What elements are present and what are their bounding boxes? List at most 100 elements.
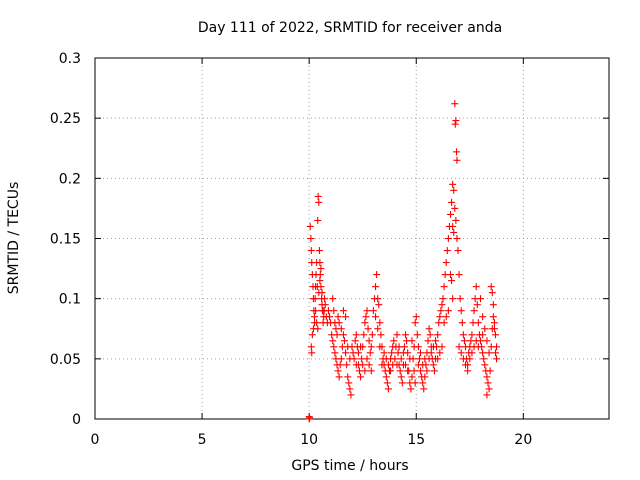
data-point [306,222,314,230]
data-point [361,319,369,327]
data-point [341,337,349,345]
tick-layer: 0 5 10 15 20 0 0.05 0.1 0.15 0.2 0.25 0.3 [50,51,609,448]
data-point [342,313,350,321]
data-point [489,313,497,321]
data-point [308,349,316,357]
data-point [413,331,421,339]
data-point [307,235,315,242]
data-point [474,319,482,327]
data-point [406,355,414,363]
data-point [362,313,370,321]
x-axis-label: GPS time / hours [291,458,408,474]
data-point [485,349,493,357]
data-point [410,367,418,375]
data-point [311,295,319,303]
data-point [397,373,405,381]
data-point [380,349,388,357]
data-point [425,325,433,333]
data-point [408,373,416,381]
data-point [344,373,352,381]
data-point [443,247,451,255]
x-tick-label: 10 [300,432,318,448]
data-point [366,349,374,357]
data-point [408,337,416,345]
data-point [334,313,342,321]
data-point [423,367,431,375]
data-point [388,349,396,357]
data-point [491,349,499,357]
y-tick-label: 0.2 [59,171,81,187]
data-point [330,343,338,351]
data-point [477,295,484,303]
data-point [479,313,487,321]
data-point [357,373,365,381]
y-tick-label: 0.05 [50,352,81,368]
data-point [365,337,373,345]
data-point [457,349,465,357]
data-point [481,361,489,369]
data-point [404,367,412,375]
data-point [317,283,325,291]
data-point [439,295,447,303]
data-point [343,361,351,369]
data-point [315,198,323,206]
data-point [420,385,428,393]
data-point [378,361,386,369]
data-point [462,361,470,369]
data-point [306,414,314,422]
data-point [483,373,491,381]
data-point [346,385,354,393]
data-point [393,361,401,369]
data-point [365,361,373,369]
data-point [449,180,457,188]
data-point [367,343,375,351]
data-point [376,319,384,327]
data-point [453,148,461,156]
data-point [488,289,496,297]
data-point [436,313,444,321]
data-point [372,313,380,321]
data-point [307,247,315,255]
data-point [448,198,456,206]
data-point [347,391,355,399]
data-point [312,307,320,315]
data-point [450,186,458,194]
data-point [335,373,343,381]
data-point [459,355,467,363]
data-point [313,319,321,327]
data-point [417,367,425,375]
data-point [330,307,338,315]
data-point [352,331,360,339]
data-point [460,337,468,345]
data-point [407,385,415,393]
data-point [470,307,478,315]
data-point [383,379,391,387]
data-point [456,295,464,303]
data-point [455,271,463,279]
data-point [458,319,466,327]
data-point [382,355,390,363]
x-tick-label: 15 [407,432,425,448]
data-point [369,307,377,315]
data-point [442,313,450,321]
data-point [350,355,358,363]
data-point [352,361,360,369]
data-point [466,355,474,363]
data-point [472,283,480,291]
data-point [451,204,459,212]
data-point [321,295,329,303]
data-point [375,301,383,309]
data-point [336,361,344,369]
data-point [308,331,316,339]
data-point [354,349,362,357]
data-point [450,228,458,236]
data-point [468,349,476,357]
data-point [359,361,367,369]
data-point [478,343,486,351]
data-point [316,277,324,285]
data-point [368,331,376,339]
data-point [477,337,484,345]
data-point [486,367,494,375]
data-point [393,331,401,339]
